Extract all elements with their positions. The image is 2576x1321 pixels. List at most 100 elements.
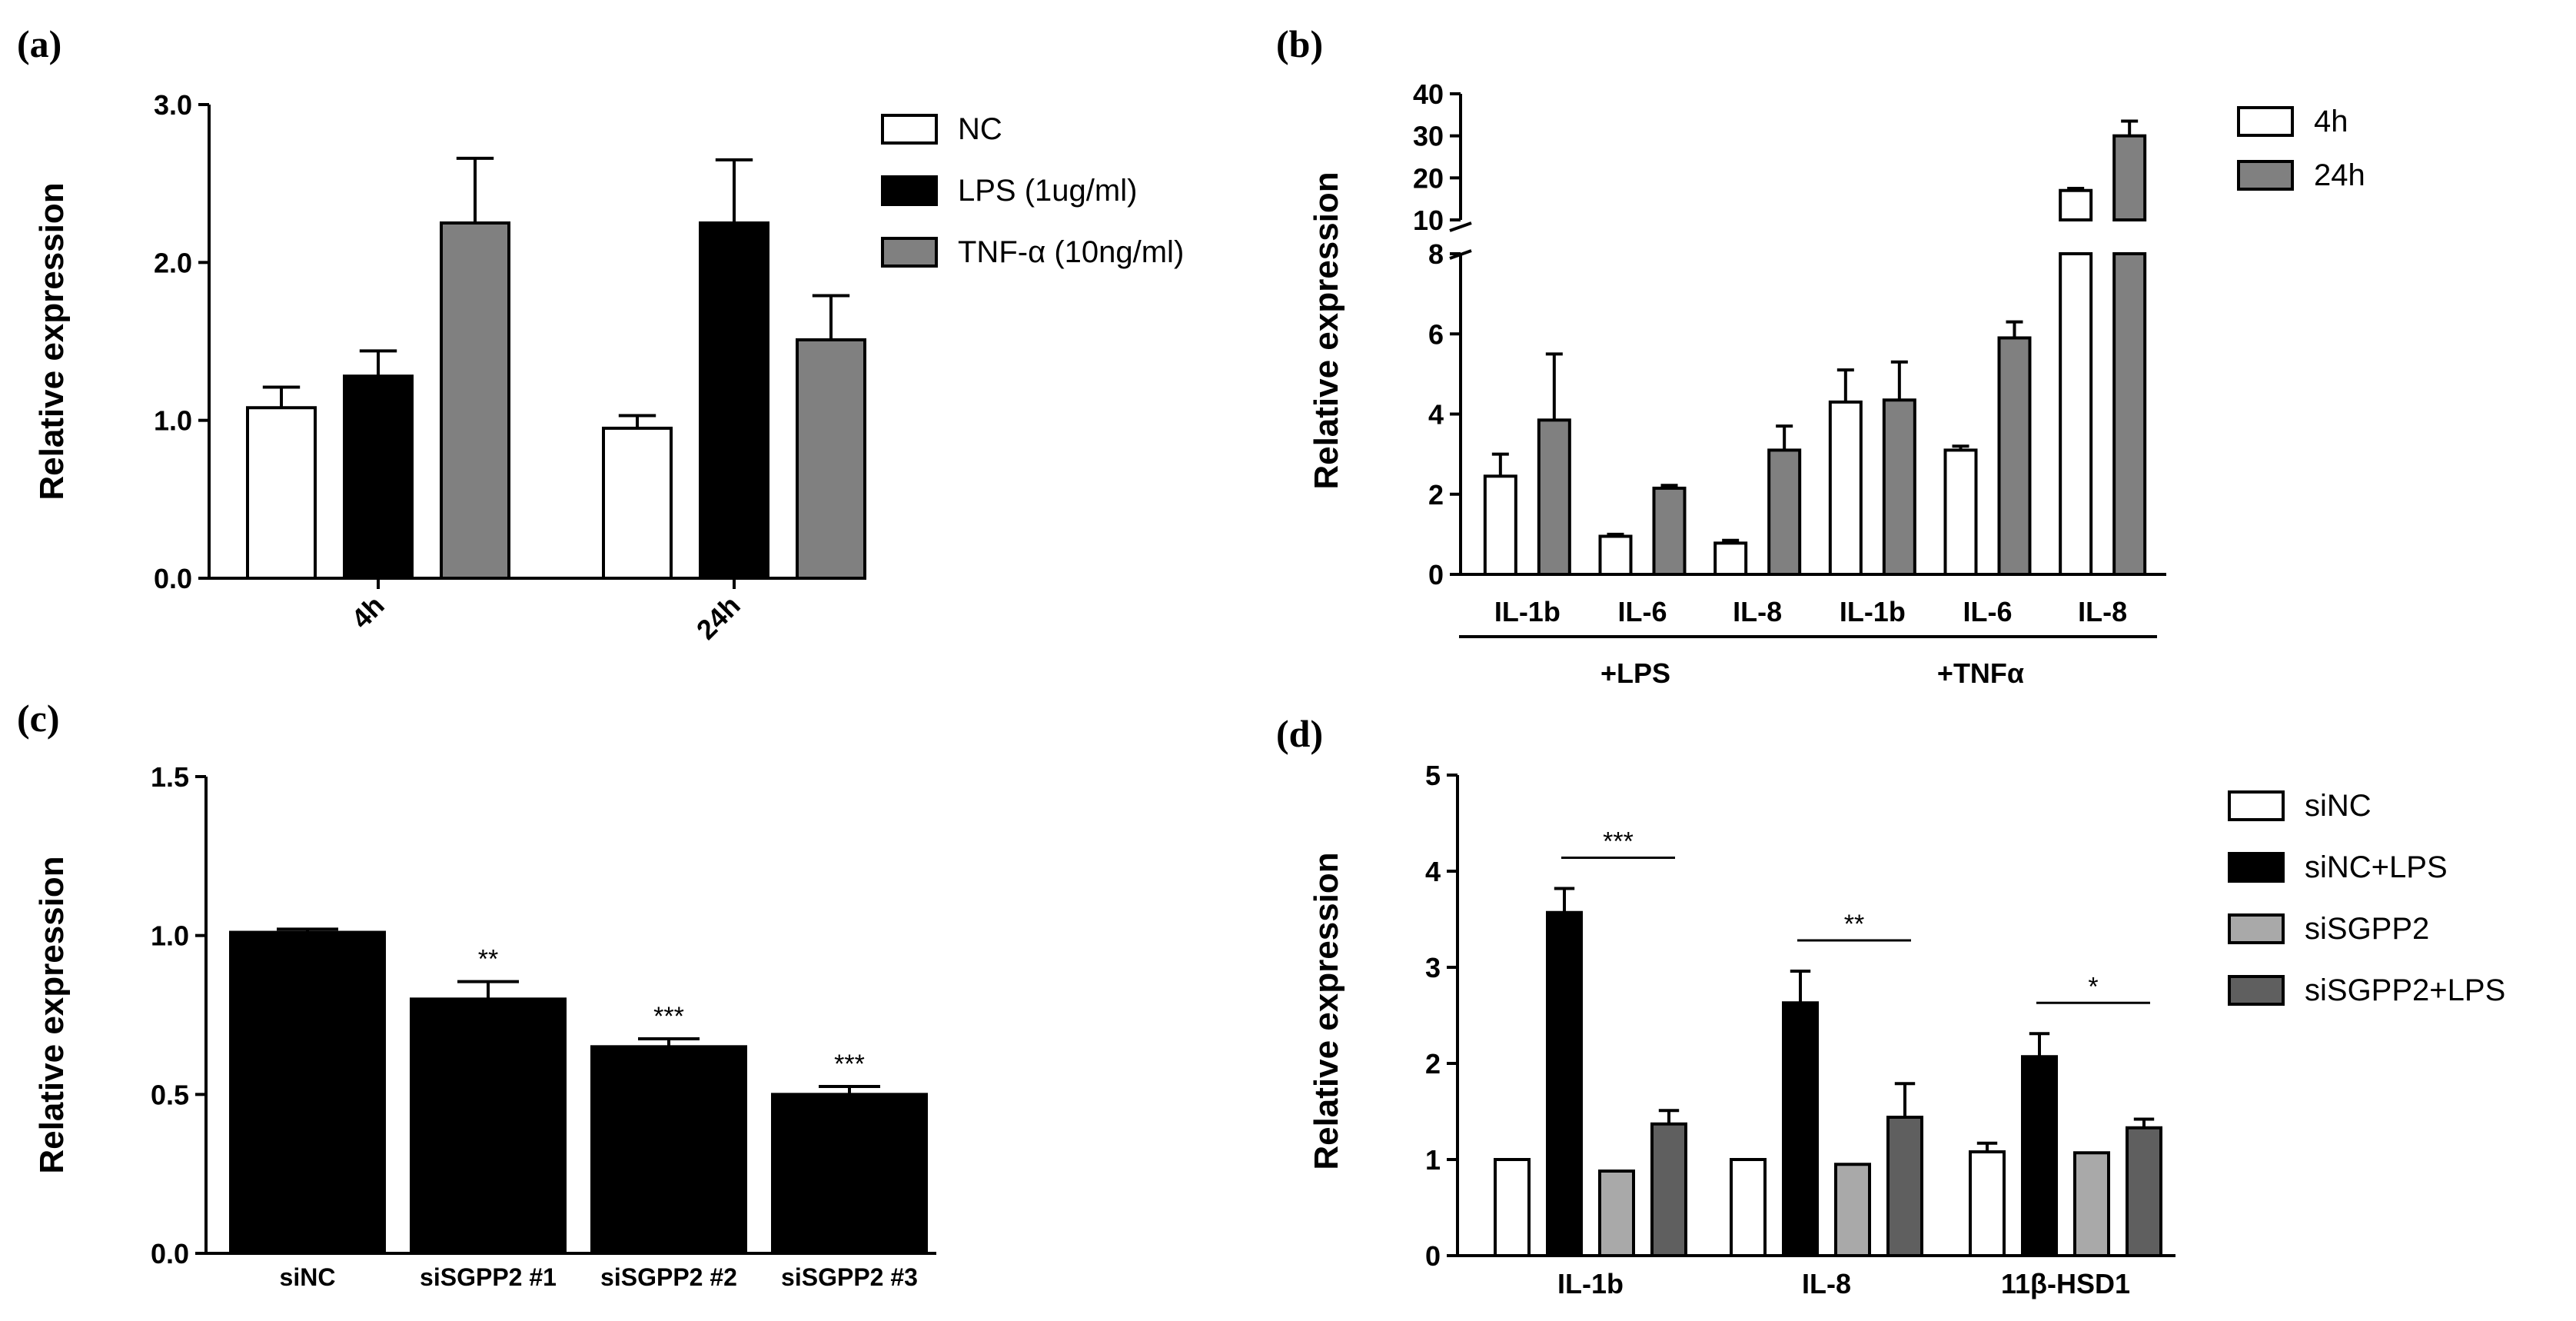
b-ytick-low-2-label: 2 <box>1428 479 1444 511</box>
c-bar-2 <box>590 1045 747 1256</box>
d-legend-1-swatch <box>2228 852 2285 883</box>
a-ytick-1.0-label: 1.0 <box>154 405 192 437</box>
b-bar-1-1 <box>1652 486 1687 577</box>
d-legend-1-label: siNC+LPS <box>2305 850 2448 884</box>
b-ytick-low-4-label: 4 <box>1428 399 1444 431</box>
a-bar-24h-1 <box>699 221 769 580</box>
b-legend-0-swatch <box>2237 106 2294 137</box>
b-bar-5-0-low <box>2059 252 2093 576</box>
a-legend-1-label: LPS (1ug/ml) <box>958 174 1137 208</box>
b-bar-4-0 <box>1943 448 1978 576</box>
b-bar-0-1 <box>1537 418 1571 576</box>
a-legend-2-swatch <box>881 237 938 268</box>
a-ytick-2.0-label: 2.0 <box>154 247 192 278</box>
b-bar-5-1-low <box>2112 252 2147 576</box>
d-bar-0-3 <box>1650 1122 1687 1257</box>
b-ytick-up-10-label: 10 <box>1413 205 1444 236</box>
d-bar-1-1 <box>1782 1001 1819 1257</box>
a-legend-2-label: TNF-α (10ng/ml) <box>958 235 1184 269</box>
d-xlabel-2: 11β-HSD1 <box>2001 1268 2130 1299</box>
b-legend-1-swatch <box>2237 160 2294 191</box>
a-xlabel-4h: 4h <box>345 590 391 635</box>
d-bar-0-1 <box>1546 910 1583 1257</box>
panel-d-label: (d) <box>1276 712 1324 755</box>
d-bar-2-0 <box>1969 1150 2006 1257</box>
a-bar-24h-0 <box>602 426 673 581</box>
d-bar-2-2 <box>2073 1151 2110 1257</box>
a-ytick-0.0-label: 0.0 <box>154 563 192 594</box>
d-bar-0-2 <box>1598 1170 1635 1257</box>
a-bar-24h-2 <box>796 338 866 580</box>
d-bar-2-1 <box>2021 1055 2058 1257</box>
b-xlabel-5: IL-8 <box>2078 596 2127 627</box>
b-bar-5-0-up <box>2059 188 2093 222</box>
a-legend-0-swatch <box>881 114 938 145</box>
a-xlabel-24h: 24h <box>690 590 746 646</box>
b-ytick-low-8-label: 8 <box>1428 238 1444 270</box>
b-bar-0-0 <box>1483 474 1517 577</box>
b-xlabel-4: IL-6 <box>1963 596 2012 627</box>
b-bar-3-1 <box>1882 398 1916 576</box>
c-y-label: Relative expression <box>33 856 71 1173</box>
d-y-label: Relative expression <box>1308 852 1345 1170</box>
b-group-label-1: +TNFα <box>1937 657 2024 689</box>
c-bar-3 <box>771 1093 928 1256</box>
d-legend-0-swatch <box>2228 790 2285 821</box>
b-y-label: Relative expression <box>1308 171 1345 489</box>
c-ytick-1.5-label: 1.5 <box>151 761 189 793</box>
d-bar-1-3 <box>1886 1116 1923 1257</box>
b-xlabel-1: IL-6 <box>1617 596 1667 627</box>
b-bar-3-0 <box>1828 400 1863 576</box>
b-ytick-low-6-label: 6 <box>1428 318 1444 350</box>
b-bar-4-1 <box>1997 336 2032 576</box>
d-ytick-1-label: 1 <box>1425 1144 1441 1176</box>
c-annotation-1: ** <box>478 945 498 974</box>
d-ytick-4-label: 4 <box>1425 856 1441 887</box>
d-sig-0: *** <box>1603 827 1634 857</box>
b-xlabel-0: IL-1b <box>1494 596 1561 627</box>
d-ytick-0-label: 0 <box>1425 1240 1441 1272</box>
b-xlabel-2: IL-8 <box>1733 596 1782 627</box>
panel-b-label: (b) <box>1276 22 1324 65</box>
c-xlabel-1: siSGPP2 #1 <box>420 1263 557 1291</box>
b-bar-2-0 <box>1713 541 1748 577</box>
b-legend-1-label: 24h <box>2314 158 2365 192</box>
b-ytick-up-20-label: 20 <box>1413 162 1444 194</box>
d-legend-2-swatch <box>2228 913 2285 944</box>
b-bar-2-1 <box>1767 448 1802 576</box>
d-xlabel-0: IL-1b <box>1557 1268 1624 1299</box>
d-bar-2-3 <box>2126 1126 2162 1257</box>
d-xlabel-1: IL-8 <box>1802 1268 1851 1299</box>
d-bar-1-0 <box>1730 1158 1767 1257</box>
a-bar-4h-1 <box>343 374 414 580</box>
d-legend-0-label: siNC <box>2305 789 2372 823</box>
d-bar-0-0 <box>1494 1158 1531 1257</box>
a-y-label: Relative expression <box>33 182 71 500</box>
a-legend-0-label: NC <box>958 112 1002 146</box>
d-legend-3-label: siSGPP2+LPS <box>2305 973 2505 1007</box>
b-ytick-up-30-label: 30 <box>1413 121 1444 152</box>
b-group-label-0: +LPS <box>1600 657 1670 689</box>
panel-a-label: (a) <box>17 22 62 65</box>
d-ytick-5-label: 5 <box>1425 760 1441 791</box>
b-bar-5-1-up <box>2112 134 2147 222</box>
c-bar-0 <box>229 930 386 1255</box>
c-xlabel-3: siSGPP2 #3 <box>781 1263 918 1291</box>
c-xlabel-2: siSGPP2 #2 <box>600 1263 737 1291</box>
b-axis-break-1 <box>1449 221 1472 232</box>
c-ytick-1.0-label: 1.0 <box>151 920 189 952</box>
b-ytick-low-0-label: 0 <box>1428 559 1444 591</box>
a-legend-1-swatch <box>881 175 938 206</box>
d-legend-3-swatch <box>2228 975 2285 1006</box>
d-bar-1-2 <box>1834 1163 1871 1257</box>
c-annotation-2: *** <box>653 1002 684 1031</box>
d-sig-1: ** <box>1844 910 1864 939</box>
c-ytick-0.5-label: 0.5 <box>151 1079 189 1110</box>
a-bar-4h-2 <box>440 221 510 580</box>
d-ytick-3-label: 3 <box>1425 952 1441 983</box>
d-ytick-2-label: 2 <box>1425 1048 1441 1080</box>
c-xlabel-0: siNC <box>280 1263 336 1291</box>
c-annotation-3: *** <box>834 1050 865 1079</box>
d-sig-2: * <box>2088 972 2098 1001</box>
c-ytick-0.0-label: 0.0 <box>151 1238 189 1269</box>
